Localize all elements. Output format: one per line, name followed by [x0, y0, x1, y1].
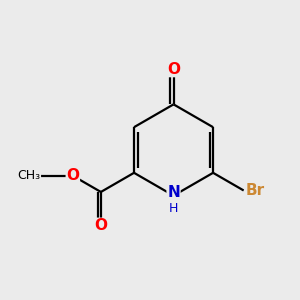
Text: O: O: [66, 168, 79, 183]
Text: H: H: [169, 202, 178, 214]
Text: O: O: [94, 218, 107, 233]
Text: Br: Br: [245, 183, 264, 198]
Text: O: O: [167, 61, 180, 76]
Text: CH₃: CH₃: [17, 169, 41, 182]
Text: N: N: [167, 185, 180, 200]
